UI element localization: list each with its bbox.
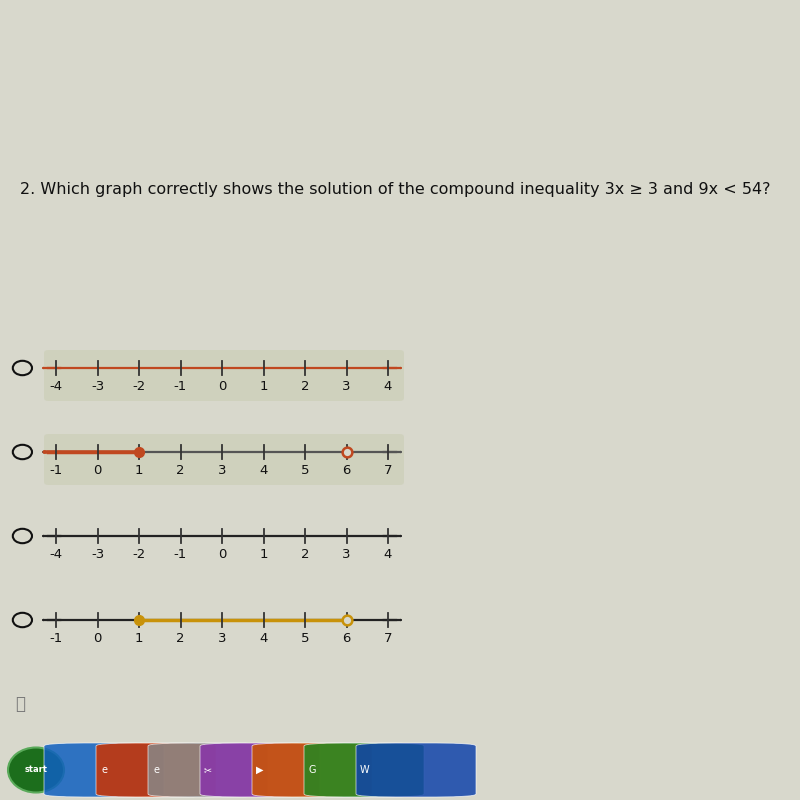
Text: ▶: ▶ — [256, 765, 264, 775]
FancyBboxPatch shape — [44, 743, 164, 797]
Text: 1: 1 — [259, 380, 268, 393]
Text: 2. Which graph correctly shows the solution of the compound inequality 3x ≥ 3 an: 2. Which graph correctly shows the solut… — [20, 182, 770, 197]
Text: 6: 6 — [342, 632, 350, 645]
Text: -2: -2 — [132, 548, 146, 561]
FancyBboxPatch shape — [200, 743, 320, 797]
Text: 1: 1 — [134, 632, 143, 645]
FancyBboxPatch shape — [252, 743, 372, 797]
Text: 0: 0 — [218, 380, 226, 393]
Text: -4: -4 — [50, 548, 62, 561]
Text: 1: 1 — [259, 548, 268, 561]
Text: 3: 3 — [342, 548, 350, 561]
Text: W: W — [359, 765, 369, 775]
Text: 0: 0 — [218, 548, 226, 561]
Text: 5: 5 — [301, 464, 310, 477]
FancyBboxPatch shape — [44, 434, 404, 485]
FancyBboxPatch shape — [96, 743, 216, 797]
Text: 2: 2 — [301, 380, 310, 393]
Text: 1: 1 — [134, 464, 143, 477]
Text: -3: -3 — [91, 548, 104, 561]
Text: -1: -1 — [50, 464, 62, 477]
FancyBboxPatch shape — [356, 743, 476, 797]
Text: -1: -1 — [50, 632, 62, 645]
Text: -2: -2 — [132, 380, 146, 393]
Text: e: e — [153, 765, 159, 775]
Text: G: G — [308, 765, 316, 775]
Text: -1: -1 — [174, 380, 187, 393]
Text: start: start — [25, 766, 47, 774]
Text: 0: 0 — [94, 464, 102, 477]
Text: 2: 2 — [176, 632, 185, 645]
Text: 3: 3 — [342, 380, 350, 393]
Text: 6: 6 — [342, 464, 350, 477]
Text: 0: 0 — [94, 632, 102, 645]
Text: -1: -1 — [174, 548, 187, 561]
Text: 7: 7 — [384, 464, 392, 477]
Text: ✂: ✂ — [204, 765, 212, 775]
Text: -3: -3 — [91, 380, 104, 393]
Text: 4: 4 — [384, 380, 392, 393]
Text: ⏰: ⏰ — [15, 695, 25, 713]
FancyBboxPatch shape — [304, 743, 424, 797]
Text: e: e — [101, 765, 107, 775]
FancyBboxPatch shape — [44, 350, 404, 401]
Text: -4: -4 — [50, 380, 62, 393]
Text: 4: 4 — [259, 464, 268, 477]
Ellipse shape — [8, 747, 64, 793]
Text: 3: 3 — [218, 632, 226, 645]
Text: 4: 4 — [384, 548, 392, 561]
Text: 2: 2 — [176, 464, 185, 477]
Text: 5: 5 — [301, 632, 310, 645]
Text: 7: 7 — [384, 632, 392, 645]
FancyBboxPatch shape — [148, 743, 268, 797]
Text: 4: 4 — [259, 632, 268, 645]
Text: 3: 3 — [218, 464, 226, 477]
Text: 2: 2 — [301, 548, 310, 561]
